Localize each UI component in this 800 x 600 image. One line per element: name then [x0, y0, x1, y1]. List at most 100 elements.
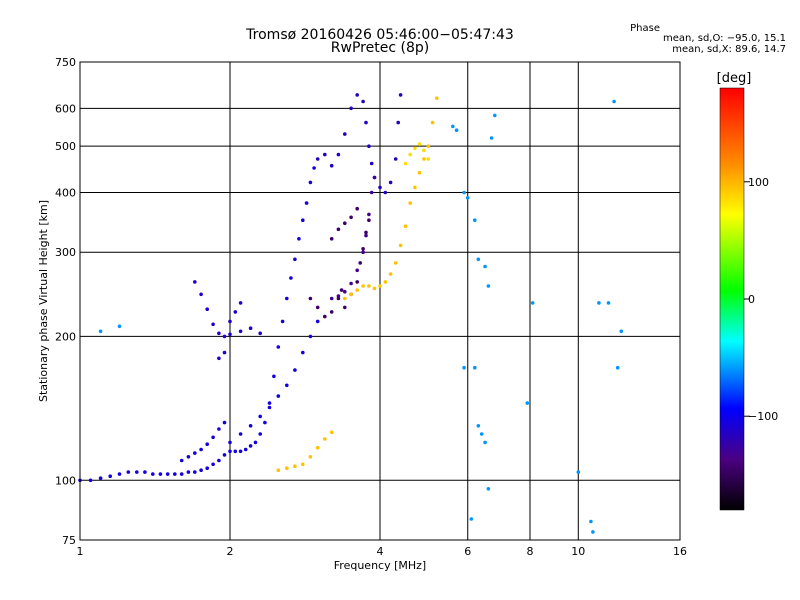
x-tick-label: 10 — [571, 545, 585, 558]
data-point-s4 — [228, 332, 232, 337]
x-tick-label: 4 — [377, 545, 384, 558]
data-point-s0 — [135, 470, 139, 474]
y-tick-label: 600 — [55, 102, 76, 115]
y-tick-label: 400 — [55, 186, 76, 199]
data-point-s1 — [336, 152, 341, 157]
data-point-s3 — [179, 458, 184, 463]
data-point-s8 — [473, 365, 477, 370]
data-point-s0 — [243, 447, 248, 452]
data-point-s4 — [248, 326, 253, 331]
data-point-s8 — [525, 401, 530, 405]
data-point-s7 — [426, 157, 431, 161]
data-point-s0 — [98, 476, 103, 481]
data-point-s1 — [383, 190, 388, 195]
data-point-s3 — [217, 427, 221, 431]
data-point-s6 — [398, 243, 403, 248]
data-point-s8 — [462, 190, 466, 195]
phase-stats-header: Phase — [630, 23, 660, 34]
data-point-s5 — [339, 288, 344, 292]
chart-title: Tromsø 20160426 05:46:00−05:47:43 — [246, 27, 514, 43]
data-point-s4 — [233, 310, 238, 314]
data-point-s6 — [301, 462, 305, 467]
data-point-s1 — [396, 120, 401, 125]
data-point-s6 — [355, 288, 360, 292]
data-point-s1 — [367, 144, 371, 148]
colorbar-tick-label: 0 — [748, 293, 755, 306]
data-point-s6 — [315, 445, 320, 450]
data-point-s8 — [606, 301, 611, 305]
data-point-s3 — [186, 455, 191, 459]
data-point-s0 — [248, 444, 253, 448]
data-point-s0 — [199, 468, 203, 473]
data-point-s0 — [272, 374, 276, 379]
data-point-s0 — [293, 257, 297, 262]
data-point-s3 — [308, 334, 313, 339]
data-point-s5 — [361, 247, 365, 251]
data-point-s5 — [343, 305, 347, 310]
data-point-s0 — [143, 470, 147, 474]
data-point-s0 — [308, 180, 313, 185]
plot-frame — [79, 61, 681, 541]
data-point-s0 — [238, 449, 243, 454]
data-point-s5 — [355, 206, 360, 211]
data-point-s2 — [349, 281, 353, 286]
data-point-s2 — [367, 212, 371, 217]
data-point-s8 — [454, 128, 459, 132]
data-point-s3 — [301, 350, 305, 355]
data-point-s8 — [465, 196, 470, 200]
data-point-s0 — [263, 420, 267, 425]
data-point-s8 — [615, 365, 620, 370]
colorbar-tick-label: 100 — [748, 176, 769, 189]
data-point-s0 — [267, 401, 272, 405]
data-point-s6 — [422, 157, 426, 161]
data-point-s2 — [329, 296, 334, 301]
x-tick-label: 1 — [77, 545, 84, 558]
data-point-s5 — [336, 227, 341, 232]
data-point-s4 — [228, 319, 232, 324]
data-point-s0 — [233, 449, 238, 454]
data-point-s0 — [297, 237, 301, 241]
x-axis-label: Frequency [MHz] — [334, 559, 426, 572]
data-point-s5 — [308, 296, 313, 301]
data-point-s4 — [258, 331, 263, 336]
data-point-s7 — [417, 142, 422, 146]
data-point-s8 — [451, 124, 455, 129]
data-point-s4 — [217, 356, 221, 361]
data-point-s0 — [117, 472, 122, 476]
data-point-s4 — [211, 322, 215, 327]
data-point-s1 — [398, 93, 403, 97]
data-point-s3 — [199, 447, 203, 452]
data-point-s0 — [108, 474, 112, 479]
data-point-s5 — [358, 261, 363, 265]
data-point-s1 — [315, 157, 320, 161]
data-point-s0 — [179, 472, 184, 476]
data-point-s3 — [276, 394, 281, 398]
data-point-s2 — [355, 268, 360, 273]
data-point-s0 — [173, 472, 177, 476]
data-point-s5 — [367, 218, 371, 222]
data-point-s6 — [349, 292, 353, 297]
data-point-s3 — [238, 432, 243, 436]
data-point-s6 — [329, 430, 334, 435]
data-point-s8 — [479, 432, 484, 436]
data-point-s5 — [323, 314, 327, 319]
data-point-s6 — [403, 224, 408, 228]
data-point-s6 — [372, 286, 377, 291]
data-point-s0 — [285, 296, 289, 301]
data-point-s0 — [289, 276, 293, 280]
data-point-s8 — [469, 517, 474, 521]
data-point-s0 — [158, 472, 163, 476]
data-point-s0 — [193, 470, 197, 474]
colorbar-tick-label: −100 — [748, 410, 778, 423]
data-point-s8 — [576, 470, 581, 474]
data-point-s8 — [476, 257, 481, 262]
y-tick-label: 750 — [55, 56, 76, 69]
data-point-s3 — [205, 442, 209, 447]
data-point-s6 — [323, 437, 327, 441]
data-point-s8 — [483, 440, 487, 445]
data-point-s1 — [343, 132, 347, 136]
data-point-s0 — [280, 319, 285, 324]
data-point-s2 — [336, 294, 341, 298]
data-point-s1 — [361, 99, 365, 104]
chart-subtitle: RwPretec (8p) — [330, 40, 430, 56]
